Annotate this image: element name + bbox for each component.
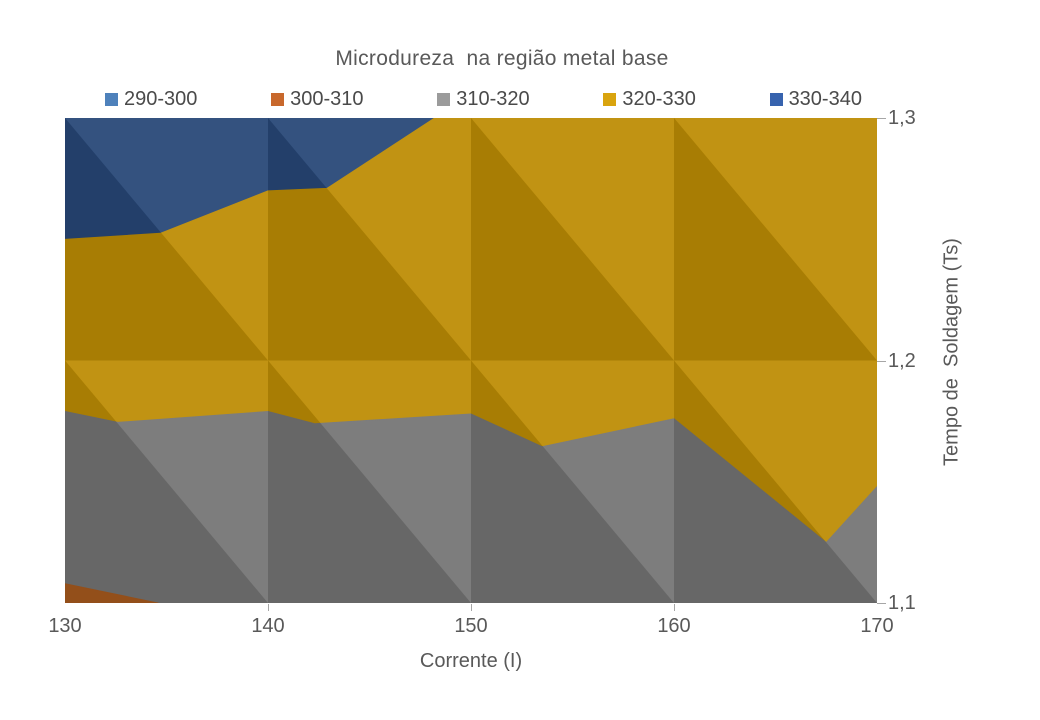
y-axis-tickmark <box>877 360 886 362</box>
legend-item: 290-300 <box>105 88 197 111</box>
legend: 290-300 300-310 310-320 320-330 330-340 <box>105 88 862 110</box>
legend-swatch <box>437 92 451 106</box>
cell-shade-light <box>674 118 877 361</box>
cell-shade-light <box>65 118 268 361</box>
cell-shade-dark <box>65 118 268 361</box>
y-axis-title: Tempo de Soldagem (Ts) <box>940 238 963 466</box>
legend-item: 310-320 <box>437 87 530 111</box>
cell-shade-light <box>471 360 674 603</box>
legend-label: 310-320 <box>456 87 530 110</box>
y-axis-tick-label: 1,3 <box>888 107 916 129</box>
y-axis-tickmark <box>877 118 886 119</box>
cell-shade-light <box>65 360 268 603</box>
x-axis-tick-label: 150 <box>454 615 488 637</box>
legend-label: 320-330 <box>622 87 696 110</box>
x-axis-title: Corrente (I) <box>419 650 523 672</box>
cell-shade-light <box>471 118 674 361</box>
legend-label: 290-300 <box>124 87 198 110</box>
cell-shade-dark <box>471 118 674 361</box>
x-axis-tick-label: 140 <box>251 615 285 637</box>
plot-area-svg <box>65 118 877 603</box>
cell-shade-dark <box>674 360 877 603</box>
band-300-310 <box>65 583 159 603</box>
cell-shade-dark <box>268 360 471 603</box>
cell-shade-light <box>674 360 877 603</box>
band-310-320 <box>65 410 877 603</box>
cell-shade-dark <box>674 118 877 361</box>
cell-shade-light <box>268 360 471 603</box>
x-axis-tick-label: 130 <box>48 615 82 637</box>
cell-shade-light <box>268 118 471 361</box>
legend-swatch <box>105 92 118 106</box>
x-axis-tickmark <box>674 604 675 611</box>
y-axis-tick-label: 1,2 <box>888 349 916 372</box>
legend-item: 320-330 <box>603 87 696 111</box>
cell-shade-dark <box>268 118 471 361</box>
legend-item: 330-340 <box>769 87 862 111</box>
cell-shade-dark <box>65 360 268 603</box>
chart-title: Microdureza na região metal base <box>335 47 669 70</box>
cell-shade-dark <box>471 360 674 603</box>
y-axis-tick-label: 1,1 <box>888 592 916 614</box>
x-axis-tickmark <box>268 604 269 611</box>
y-axis-tickmark <box>877 603 886 604</box>
legend-swatch <box>769 92 783 106</box>
legend-item: 300-310 <box>271 87 364 111</box>
x-axis-tick-label: 160 <box>657 615 691 637</box>
x-axis-tickmark <box>471 604 472 611</box>
legend-swatch <box>271 92 285 106</box>
legend-label: 330-340 <box>788 87 862 110</box>
legend-label: 300-310 <box>290 87 364 110</box>
legend-swatch <box>603 92 617 106</box>
x-axis-tick-label: 170 <box>860 615 894 637</box>
